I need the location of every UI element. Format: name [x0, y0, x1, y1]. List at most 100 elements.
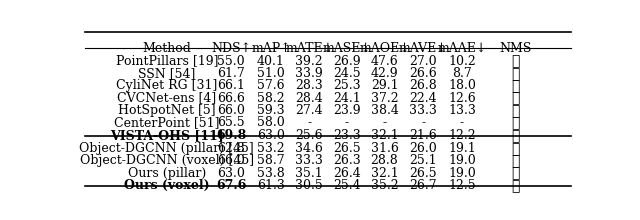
Text: 19.1: 19.1 [448, 142, 476, 155]
Text: ✓: ✓ [511, 116, 520, 130]
Text: Ours (voxel): Ours (voxel) [124, 179, 210, 192]
Text: -: - [345, 116, 349, 129]
Text: 33.3: 33.3 [295, 154, 323, 167]
Text: 28.4: 28.4 [295, 92, 323, 104]
Text: 66.6: 66.6 [218, 92, 245, 104]
Text: 27.0: 27.0 [410, 55, 437, 68]
Text: mAOE↓: mAOE↓ [359, 42, 410, 55]
Text: 35.1: 35.1 [295, 167, 323, 180]
Text: -: - [460, 116, 464, 129]
Text: 53.2: 53.2 [257, 142, 285, 155]
Text: ✓: ✓ [511, 92, 520, 106]
Text: 28.8: 28.8 [371, 154, 399, 167]
Text: -: - [383, 116, 387, 129]
Text: -: - [307, 116, 311, 129]
Text: PointPillars [19]: PointPillars [19] [116, 55, 218, 68]
Text: 37.2: 37.2 [371, 92, 398, 104]
Text: ✓: ✓ [511, 55, 520, 68]
Text: 25.1: 25.1 [410, 154, 437, 167]
Text: 32.1: 32.1 [371, 129, 399, 142]
Text: 35.2: 35.2 [371, 179, 398, 192]
Text: 10.2: 10.2 [448, 55, 476, 68]
Text: ✗: ✗ [511, 167, 520, 181]
Text: 38.4: 38.4 [371, 104, 399, 117]
Text: ✗: ✗ [511, 179, 520, 193]
Text: mAAE↓: mAAE↓ [437, 42, 486, 55]
Text: mAP↑: mAP↑ [251, 42, 291, 55]
Text: Method: Method [142, 42, 191, 55]
Text: 26.4: 26.4 [333, 167, 361, 180]
Text: 63.0: 63.0 [257, 129, 285, 142]
Text: CVCNet-ens [4]: CVCNet-ens [4] [117, 92, 216, 104]
Text: 65.5: 65.5 [218, 116, 245, 129]
Text: 26.9: 26.9 [333, 55, 361, 68]
Text: 63.0: 63.0 [218, 167, 245, 180]
Text: NMS: NMS [499, 42, 532, 55]
Text: HotSpotNet [5]: HotSpotNet [5] [118, 104, 216, 117]
Text: VISTA-OHS [11]: VISTA-OHS [11] [110, 129, 223, 142]
Text: 55.0: 55.0 [218, 55, 245, 68]
Text: 31.6: 31.6 [371, 142, 399, 155]
Text: 32.1: 32.1 [371, 167, 399, 180]
Text: 24.1: 24.1 [333, 92, 361, 104]
Text: 18.0: 18.0 [448, 79, 476, 92]
Text: -: - [421, 116, 426, 129]
Text: ✗: ✗ [511, 154, 520, 168]
Text: 12.2: 12.2 [448, 129, 476, 142]
Text: 58.0: 58.0 [257, 116, 285, 129]
Text: 33.3: 33.3 [410, 104, 437, 117]
Text: 51.0: 51.0 [257, 67, 285, 80]
Text: 58.7: 58.7 [257, 154, 285, 167]
Text: 33.9: 33.9 [295, 67, 323, 80]
Text: 53.8: 53.8 [257, 167, 285, 180]
Text: 22.4: 22.4 [410, 92, 437, 104]
Text: ✓: ✓ [511, 104, 520, 118]
Text: 62.8: 62.8 [218, 142, 245, 155]
Text: 26.5: 26.5 [333, 142, 361, 155]
Text: 26.8: 26.8 [410, 79, 437, 92]
Text: 26.0: 26.0 [410, 142, 437, 155]
Text: ✓: ✓ [511, 79, 520, 93]
Text: 23.9: 23.9 [333, 104, 361, 117]
Text: 25.4: 25.4 [333, 179, 361, 192]
Text: 26.5: 26.5 [410, 167, 437, 180]
Text: 21.6: 21.6 [410, 129, 437, 142]
Text: 26.3: 26.3 [333, 154, 361, 167]
Text: 13.3: 13.3 [448, 104, 476, 117]
Text: 24.5: 24.5 [333, 67, 361, 80]
Text: 69.8: 69.8 [216, 129, 246, 142]
Text: 67.6: 67.6 [216, 179, 246, 192]
Text: 12.5: 12.5 [448, 179, 476, 192]
Text: ✓: ✓ [511, 67, 520, 81]
Text: 26.7: 26.7 [410, 179, 437, 192]
Text: Object-DGCNN (voxel) [45]: Object-DGCNN (voxel) [45] [80, 154, 254, 167]
Text: 40.1: 40.1 [257, 55, 285, 68]
Text: 39.2: 39.2 [295, 55, 323, 68]
Text: mASE↓: mASE↓ [323, 42, 371, 55]
Text: 57.6: 57.6 [257, 79, 285, 92]
Text: SSN [54]: SSN [54] [138, 67, 195, 80]
Text: CenterPoint [51]: CenterPoint [51] [114, 116, 220, 129]
Text: 66.0: 66.0 [218, 104, 245, 117]
Text: 23.3: 23.3 [333, 129, 361, 142]
Text: 34.6: 34.6 [295, 142, 323, 155]
Text: mATE↓: mATE↓ [285, 42, 333, 55]
Text: 19.0: 19.0 [448, 167, 476, 180]
Text: 27.4: 27.4 [295, 104, 323, 117]
Text: 61.3: 61.3 [257, 179, 285, 192]
Text: 61.7: 61.7 [218, 67, 245, 80]
Text: 28.3: 28.3 [295, 79, 323, 92]
Text: 25.3: 25.3 [333, 79, 361, 92]
Text: 47.6: 47.6 [371, 55, 399, 68]
Text: 30.5: 30.5 [295, 179, 323, 192]
Text: 8.7: 8.7 [452, 67, 472, 80]
Text: ✓: ✓ [511, 129, 520, 143]
Text: Ours (pillar): Ours (pillar) [127, 167, 206, 180]
Text: 12.6: 12.6 [448, 92, 476, 104]
Text: mAVE↓: mAVE↓ [399, 42, 447, 55]
Text: CyliNet RG [31]: CyliNet RG [31] [116, 79, 218, 92]
Text: 58.2: 58.2 [257, 92, 285, 104]
Text: 25.6: 25.6 [295, 129, 323, 142]
Text: 66.1: 66.1 [218, 79, 245, 92]
Text: 29.1: 29.1 [371, 79, 398, 92]
